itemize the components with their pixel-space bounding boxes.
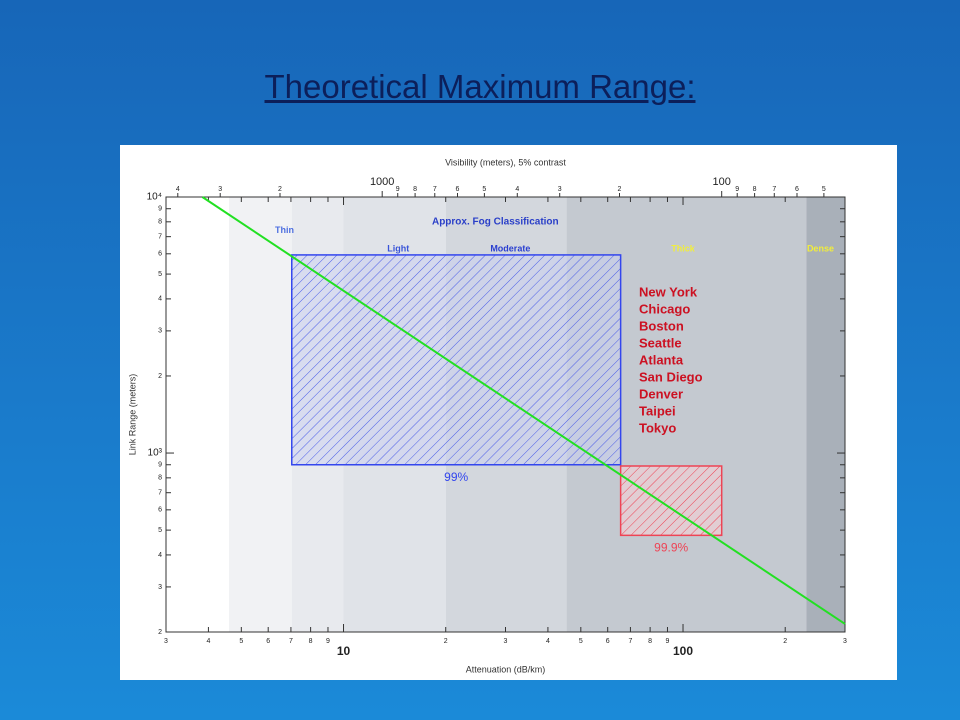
x2-tick-label: 1000 bbox=[370, 176, 394, 188]
x2-tick-label: 6 bbox=[795, 186, 799, 193]
y-tick-label: 8 bbox=[158, 475, 162, 482]
y-tick-label: 10³ bbox=[148, 448, 163, 459]
y-axis-label: Link Range (meters) bbox=[127, 374, 137, 456]
x-tick-label: 8 bbox=[309, 638, 313, 645]
y-tick-label: 3 bbox=[158, 328, 162, 335]
top-axis-label: Visibility (meters), 5% contrast bbox=[445, 157, 566, 167]
slide-title: Theoretical Maximum Range: bbox=[264, 68, 696, 105]
x-tick-label: 8 bbox=[648, 638, 652, 645]
city-label: Boston bbox=[639, 318, 684, 333]
city-label: Atlanta bbox=[639, 352, 684, 367]
x-tick-label: 9 bbox=[326, 638, 330, 645]
city-label: Tokyo bbox=[639, 420, 676, 435]
x2-tick-label: 3 bbox=[218, 186, 222, 193]
x-tick-label: 3 bbox=[843, 638, 847, 645]
fog-class-label: Light bbox=[387, 244, 409, 254]
city-label: Taipei bbox=[639, 403, 676, 418]
x2-tick-label: 4 bbox=[515, 186, 519, 193]
fog-band bbox=[229, 197, 292, 632]
x2-tick-label: 7 bbox=[433, 186, 437, 193]
city-label: Seattle bbox=[639, 335, 682, 350]
y-tick-label: 2 bbox=[158, 373, 162, 380]
x-tick-label: 7 bbox=[289, 638, 293, 645]
y-tick-label: 5 bbox=[158, 271, 162, 278]
region-label: 99% bbox=[444, 470, 468, 484]
x2-tick-label: 7 bbox=[772, 186, 776, 193]
x-tick-label: 2 bbox=[444, 638, 448, 645]
range-line bbox=[201, 196, 846, 625]
fog-class-label: Thick bbox=[671, 244, 696, 254]
x2-tick-label: 9 bbox=[735, 186, 739, 193]
x2-tick-label: 3 bbox=[558, 186, 562, 193]
x-tick-label: 6 bbox=[266, 638, 270, 645]
x2-tick-label: 9 bbox=[396, 186, 400, 193]
annotation: Approx. Fog Classification bbox=[432, 216, 559, 227]
x-tick-label: 7 bbox=[628, 638, 632, 645]
x2-tick-label: 8 bbox=[753, 186, 757, 193]
fog-band bbox=[806, 197, 845, 632]
x2-tick-label: 4 bbox=[176, 186, 180, 193]
x2-tick-label: 8 bbox=[413, 186, 417, 193]
y-tick-label: 10⁴ bbox=[147, 192, 162, 203]
x-tick-label: 6 bbox=[606, 638, 610, 645]
y-tick-label: 7 bbox=[158, 490, 162, 497]
region-label: 99.9% bbox=[654, 541, 688, 555]
fog-class-label: Moderate bbox=[490, 244, 530, 254]
x2-tick-label: 2 bbox=[278, 186, 282, 193]
city-label: Chicago bbox=[639, 301, 690, 316]
y-tick-label: 2 bbox=[158, 629, 162, 636]
y-tick-label: 6 bbox=[158, 251, 162, 258]
y-tick-label: 9 bbox=[158, 462, 162, 469]
availability-region bbox=[291, 254, 622, 466]
y-tick-label: 9 bbox=[158, 206, 162, 213]
x2-tick-label: 100 bbox=[713, 176, 731, 188]
y-tick-label: 6 bbox=[158, 507, 162, 514]
y-tick-label: 7 bbox=[158, 234, 162, 241]
y-tick-label: 4 bbox=[158, 296, 162, 303]
fog-class-label: Dense bbox=[807, 244, 834, 254]
x-tick-label: 5 bbox=[239, 638, 243, 645]
x-tick-label: 5 bbox=[579, 638, 583, 645]
y-tick-label: 4 bbox=[158, 552, 162, 559]
x-tick-label: 9 bbox=[666, 638, 670, 645]
fog-class-label: Thin bbox=[275, 225, 294, 235]
x2-tick-label: 2 bbox=[618, 186, 622, 193]
x-axis-label: Attenuation (dB/km) bbox=[466, 664, 546, 674]
x-tick-label: 3 bbox=[504, 638, 508, 645]
x-tick-label: 10 bbox=[337, 644, 351, 658]
city-label: San Diego bbox=[639, 369, 703, 384]
x2-tick-label: 6 bbox=[456, 186, 460, 193]
x-tick-label: 100 bbox=[673, 644, 693, 658]
x-tick-label: 3 bbox=[164, 638, 168, 645]
x-tick-label: 2 bbox=[783, 638, 787, 645]
y-tick-label: 3 bbox=[158, 584, 162, 591]
x2-tick-label: 5 bbox=[822, 186, 826, 193]
city-label: New York bbox=[639, 284, 698, 299]
availability-region bbox=[619, 465, 723, 537]
y-tick-label: 5 bbox=[158, 527, 162, 534]
city-label: Denver bbox=[639, 386, 683, 401]
y-tick-label: 8 bbox=[158, 219, 162, 226]
x2-tick-label: 5 bbox=[482, 186, 486, 193]
x-tick-label: 4 bbox=[546, 638, 550, 645]
x-tick-label: 4 bbox=[206, 638, 210, 645]
